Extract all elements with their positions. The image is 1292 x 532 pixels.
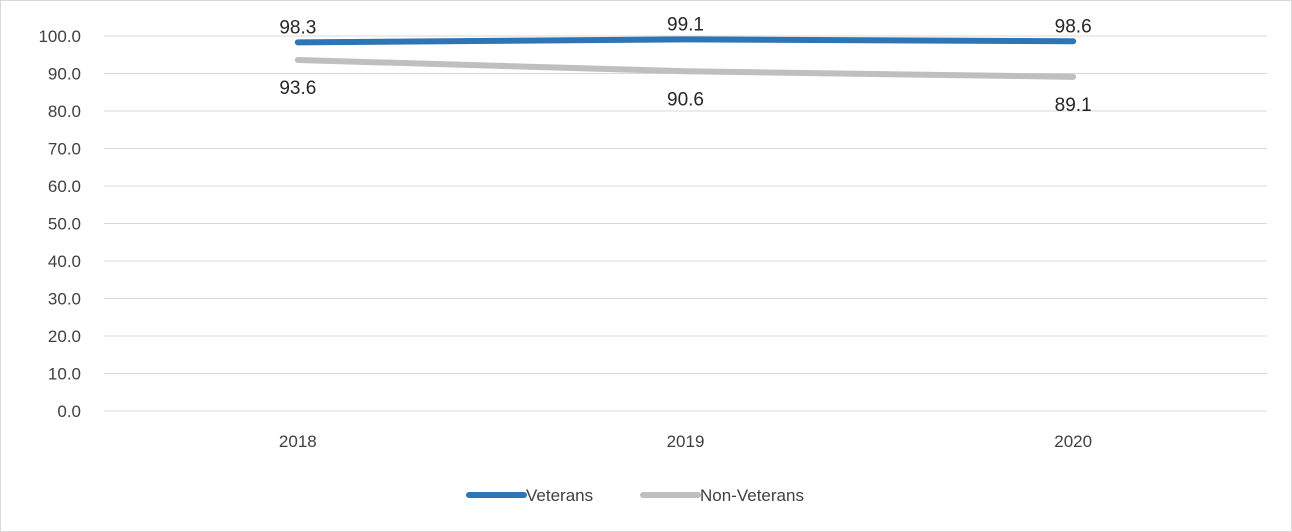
legend-label: Veterans [526,486,593,505]
data-label: 98.6 [1055,16,1092,37]
y-tick-label: 10.0 [48,365,81,384]
y-tick-label: 30.0 [48,290,81,309]
series-line-non-veterans [294,57,1077,80]
y-tick-label: 100.0 [38,27,81,46]
data-label: 90.6 [667,89,704,110]
x-axis-ticks: 2018 2019 2020 [279,432,1092,451]
gridlines [104,35,1267,412]
y-tick-label: 0.0 [57,402,81,421]
data-label: 98.3 [279,17,316,38]
series-lines [294,36,1077,80]
y-tick-label: 70.0 [48,140,81,159]
y-tick-label: 50.0 [48,215,81,234]
legend-label: Non-Veterans [700,486,804,505]
y-tick-label: 40.0 [48,252,81,271]
y-axis-ticks: 0.0 10.0 20.0 30.0 40.0 50.0 60.0 70.0 80.0 90.0 1… [38,27,81,421]
y-tick-label: 60.0 [48,177,81,196]
y-tick-label: 80.0 [48,102,81,121]
data-label: 93.6 [279,78,316,99]
y-tick-label: 20.0 [48,327,81,346]
x-tick-label: 2020 [1054,432,1092,451]
x-tick-label: 2019 [667,432,705,451]
data-labels: 98.3 99.1 98.6 93.6 90.6 89.1 [279,14,1091,116]
data-label: 89.1 [1055,95,1092,116]
series-line-veterans [294,36,1077,46]
data-label: 99.1 [667,14,704,35]
legend: Veterans Non-Veterans [466,486,804,505]
x-tick-label: 2018 [279,432,317,451]
y-tick-label: 90.0 [48,65,81,84]
